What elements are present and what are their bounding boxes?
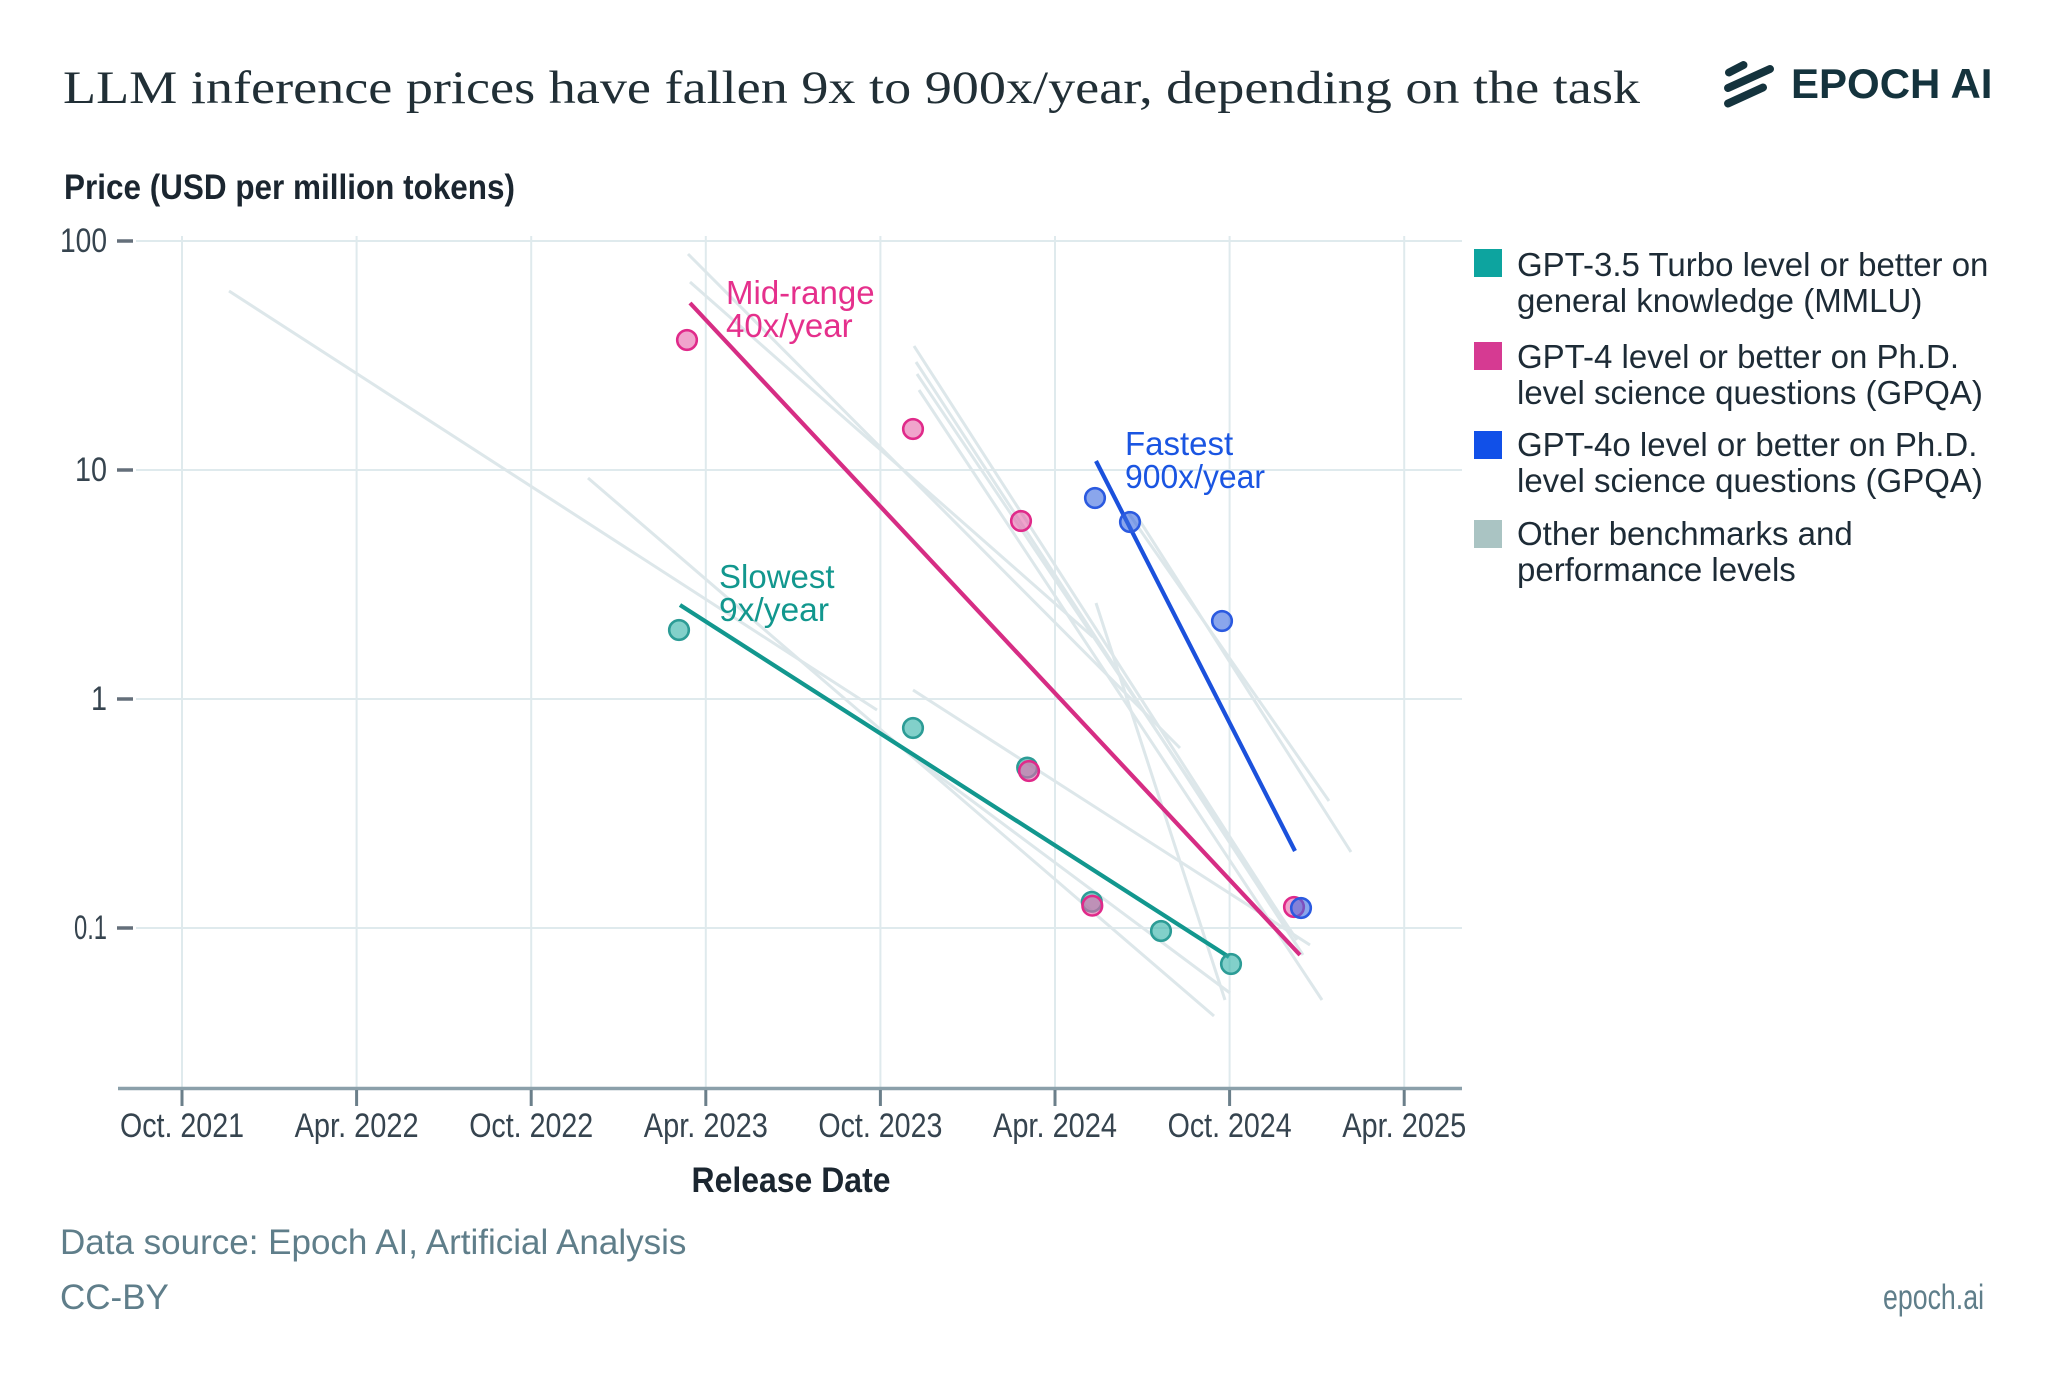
- svg-text:CC-BY: CC-BY: [60, 1278, 169, 1317]
- svg-text:EPOCH AI: EPOCH AI: [1791, 60, 1992, 107]
- svg-text:general knowledge (MMLU): general knowledge (MMLU): [1517, 282, 1922, 319]
- svg-text:900x/year: 900x/year: [1125, 458, 1265, 495]
- svg-text:10: 10: [75, 451, 107, 489]
- svg-text:100: 100: [60, 222, 107, 260]
- svg-text:epoch.ai: epoch.ai: [1883, 1278, 1984, 1317]
- svg-text:GPT-4 level or better on Ph.D.: GPT-4 level or better on Ph.D.: [1517, 338, 1959, 375]
- svg-text:performance levels: performance levels: [1517, 551, 1796, 588]
- svg-text:Oct. 2022: Oct. 2022: [469, 1107, 593, 1145]
- svg-text:Oct. 2024: Oct. 2024: [1168, 1107, 1292, 1145]
- svg-text:Oct. 2021: Oct. 2021: [120, 1107, 244, 1145]
- svg-text:GPT-4o level or better on Ph.D: GPT-4o level or better on Ph.D.: [1517, 426, 1977, 463]
- svg-text:40x/year: 40x/year: [726, 307, 853, 344]
- svg-text:Apr. 2025: Apr. 2025: [1342, 1107, 1466, 1145]
- svg-text:Other benchmarks and: Other benchmarks and: [1517, 515, 1853, 552]
- svg-text:GPT-3.5 Turbo level or better: GPT-3.5 Turbo level or better on: [1517, 246, 1988, 283]
- svg-text:Fastest: Fastest: [1125, 425, 1233, 462]
- svg-text:Apr. 2022: Apr. 2022: [295, 1107, 419, 1145]
- svg-text:level science questions (GPQA): level science questions (GPQA): [1517, 462, 1983, 499]
- svg-text:Mid-range: Mid-range: [726, 274, 875, 311]
- svg-text:level science questions (GPQA): level science questions (GPQA): [1517, 374, 1983, 411]
- svg-text:Oct. 2023: Oct. 2023: [818, 1107, 942, 1145]
- svg-text:LLM inference prices have fall: LLM inference prices have fallen 9x to 9…: [63, 62, 1641, 114]
- svg-text:Apr. 2024: Apr. 2024: [993, 1107, 1117, 1145]
- svg-text:Price (USD per million tokens): Price (USD per million tokens): [64, 168, 515, 207]
- svg-text:Data source: Epoch AI, Artific: Data source: Epoch AI, Artificial Analys…: [60, 1223, 686, 1262]
- svg-text:0.1: 0.1: [74, 909, 107, 947]
- svg-text:Apr. 2023: Apr. 2023: [644, 1107, 768, 1145]
- svg-text:9x/year: 9x/year: [719, 591, 829, 628]
- svg-text:Slowest: Slowest: [719, 558, 835, 595]
- svg-text:1: 1: [91, 680, 107, 718]
- svg-text:Release Date: Release Date: [692, 1161, 891, 1200]
